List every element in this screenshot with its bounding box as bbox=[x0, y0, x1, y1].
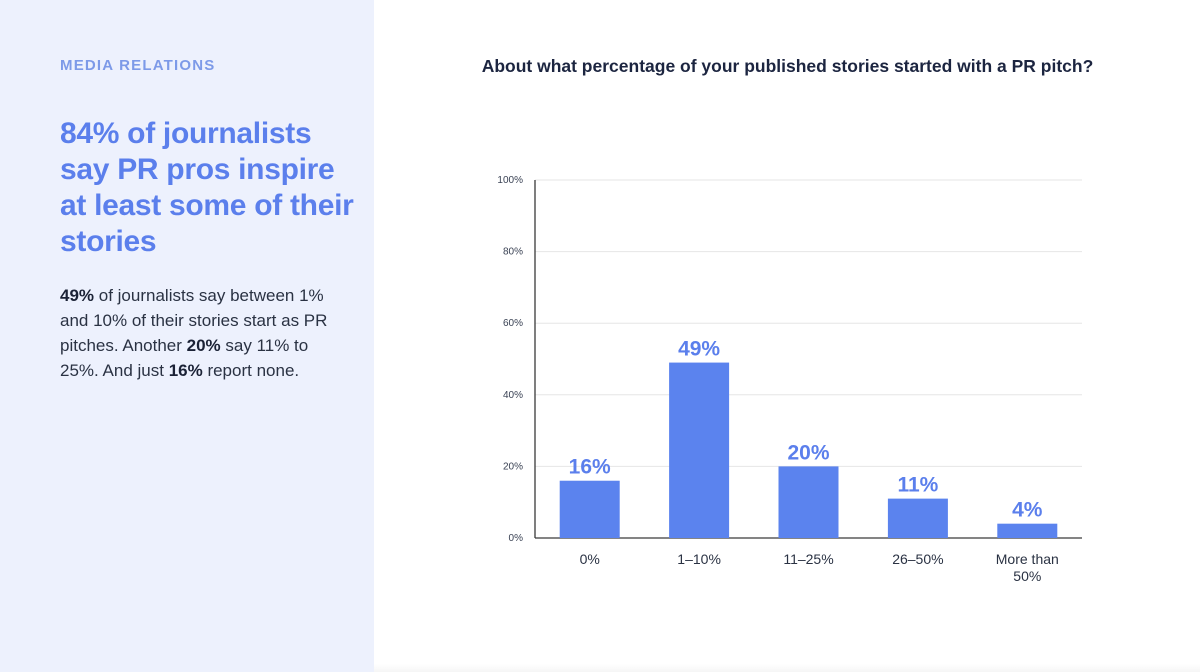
y-tick-label: 40% bbox=[503, 390, 523, 401]
section-eyebrow: MEDIA RELATIONS bbox=[60, 57, 216, 74]
y-tick-label: 0% bbox=[509, 533, 524, 544]
body-text-2: say 11% to 25%. And just bbox=[60, 336, 309, 380]
bar-chart: 0% 20% 40% 60% 80% 100% 16% 0% 49% 1–10% 20% 11–25%… bbox=[497, 175, 1082, 584]
x-tick-label: 11–25% bbox=[783, 551, 833, 567]
x-tick-label: 26–50% bbox=[892, 551, 943, 567]
stat-highlight-16: 16% bbox=[168, 361, 203, 380]
y-tick-label: 80% bbox=[503, 247, 523, 258]
data-label: 16% bbox=[569, 456, 611, 479]
x-tick-label: 1–10% bbox=[677, 551, 721, 567]
data-label: 11% bbox=[897, 474, 938, 497]
data-label: 20% bbox=[787, 441, 829, 464]
stat-highlight-20: 20% bbox=[186, 336, 221, 355]
side-panel: MEDIA RELATIONS 84% of journalists say P… bbox=[0, 0, 374, 672]
chart-title: About what percentage of your published … bbox=[481, 56, 1094, 76]
data-label: 4% bbox=[1012, 499, 1043, 522]
y-tick-label: 60% bbox=[503, 318, 523, 329]
data-label: 49% bbox=[678, 338, 720, 361]
y-tick-label: 100% bbox=[497, 175, 523, 186]
bar bbox=[887, 498, 948, 538]
bar bbox=[997, 523, 1058, 538]
y-tick-label: 20% bbox=[503, 461, 523, 472]
bottom-shadow bbox=[374, 664, 1200, 672]
bar bbox=[778, 466, 839, 538]
headline: 84% of journalists say PR pros inspire a… bbox=[60, 117, 354, 258]
bar bbox=[559, 480, 620, 538]
body-paragraph: 49% of journalists say between 1% and 10… bbox=[60, 283, 350, 383]
bar bbox=[669, 362, 730, 538]
x-tick-label: 0% bbox=[580, 551, 600, 567]
stat-highlight-49: 49% bbox=[60, 286, 95, 305]
body-text-3: report none. bbox=[202, 361, 300, 380]
x-tick-label: More than 50% bbox=[996, 551, 1059, 584]
body-text-1: of journalists say between 1% and 10% of… bbox=[60, 286, 328, 355]
